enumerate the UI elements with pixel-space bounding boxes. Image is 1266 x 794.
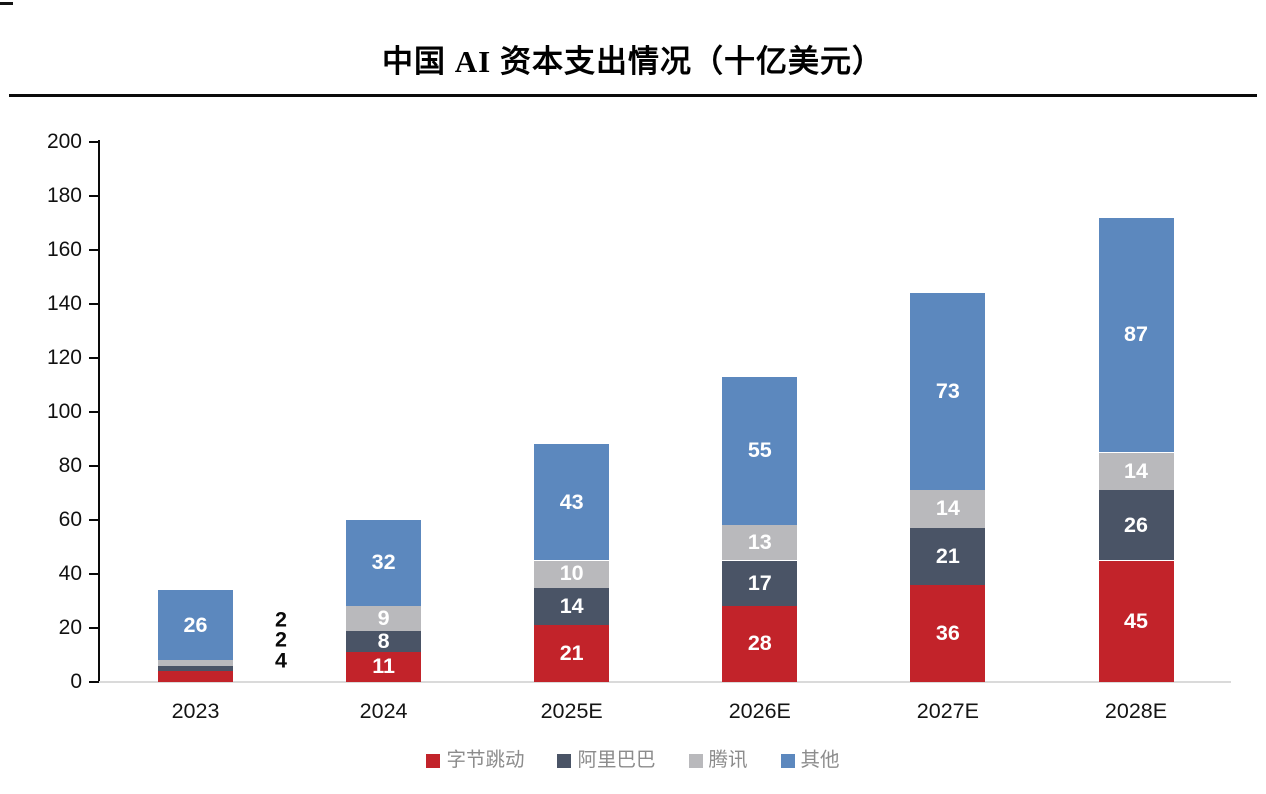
y-axis-tick	[89, 518, 98, 522]
segment-value-label: 21	[935, 543, 960, 568]
segment-value-label: 43	[559, 489, 584, 514]
bar-segment-字节跳动-2028E: 45	[1098, 560, 1174, 682]
legend-item-label: 其他	[800, 749, 840, 771]
bar-segment-字节跳动-2024: 11	[346, 652, 422, 682]
segment-value-label: 45	[1124, 608, 1148, 633]
bar-segment-腾讯-2023	[158, 660, 233, 666]
bar-segment-字节跳动-2025E: 21	[534, 625, 610, 682]
y-axis-tick	[89, 680, 98, 684]
segment-value-label: 26	[183, 612, 208, 637]
segment-value-label: 10	[559, 561, 584, 586]
x-axis-label-2025E: 2025E	[540, 699, 603, 723]
y-axis-tick	[89, 626, 98, 630]
bar-segment-阿里巴巴-2023	[158, 665, 233, 672]
bar-segment-阿里巴巴-2027E: 21	[910, 528, 986, 585]
bar-segment-腾讯-2026E: 13	[722, 525, 798, 561]
legend-item-label: 腾讯	[708, 749, 748, 771]
y-axis-tick	[89, 410, 98, 414]
y-axis-tick-label: 140	[46, 292, 82, 315]
y-axis-tick-label: 120	[46, 346, 82, 369]
x-axis-label-2026E: 2026E	[728, 699, 791, 723]
y-axis-tick	[89, 356, 98, 360]
y-axis-tick	[89, 464, 98, 468]
x-axis-label-2027E: 2027E	[916, 699, 979, 723]
bar-segment-字节跳动-2027E: 36	[910, 584, 986, 682]
y-axis-tick	[89, 194, 98, 198]
legend-item-其他: 其他	[780, 749, 840, 771]
bar-segment-腾讯-2024: 9	[346, 605, 422, 631]
bar-segment-其他-2026E: 55	[722, 376, 798, 526]
y-axis-tick-label: 0	[70, 670, 82, 693]
segment-value-label: 17	[747, 570, 772, 595]
segment-value-label: 55	[747, 438, 772, 463]
legend-swatch	[426, 753, 441, 768]
y-axis-tick-label: 100	[46, 400, 82, 423]
x-axis-label-2024: 2024	[359, 699, 408, 723]
top-left-mark	[0, 2, 13, 5]
bar-segment-其他-2024: 32	[346, 520, 422, 607]
legend-item-腾讯: 腾讯	[688, 749, 748, 771]
x-axis-baseline	[99, 681, 1231, 684]
bar-segment-字节跳动-2023	[158, 671, 233, 682]
bar-segment-腾讯-2028E: 14	[1098, 452, 1174, 491]
y-axis-tick	[89, 248, 98, 252]
segment-value-label: 9	[377, 605, 390, 630]
segment-value-label-outside: 2	[275, 627, 287, 652]
legend-swatch	[688, 753, 703, 768]
y-axis-tick-label: 60	[58, 508, 82, 531]
legend-item-label: 阿里巴巴	[577, 749, 656, 771]
bar-segment-其他-2023: 26	[158, 590, 233, 661]
segment-value-label: 14	[935, 496, 960, 521]
y-axis-tick-label: 20	[58, 616, 82, 639]
segment-value-label-outside: 2	[275, 606, 287, 631]
segment-value-label: 14	[1124, 458, 1148, 483]
x-axis-label-2023: 2023	[171, 699, 220, 723]
segment-value-label-outside: 4	[275, 647, 287, 672]
y-axis-tick-label: 180	[46, 184, 82, 207]
legend-swatch	[557, 753, 572, 768]
segment-value-label: 28	[747, 631, 772, 656]
y-axis-tick	[89, 572, 98, 576]
bar-segment-阿里巴巴-2025E: 14	[534, 587, 610, 626]
legend-item-字节跳动: 字节跳动	[426, 749, 525, 771]
legend: 字节跳动 阿里巴巴 腾讯 其他	[0, 749, 1266, 771]
segment-value-label: 73	[935, 378, 960, 403]
legend-swatch	[780, 753, 795, 768]
y-axis-tick	[89, 140, 98, 144]
y-axis-line	[98, 140, 101, 683]
bar-segment-腾讯-2025E: 10	[534, 560, 610, 588]
y-axis-tick-label: 200	[46, 130, 82, 153]
bar-segment-阿里巴巴-2024: 8	[346, 628, 422, 653]
segment-value-label: 36	[935, 620, 960, 645]
segment-value-label: 14	[559, 593, 584, 618]
legend-item-label: 字节跳动	[446, 749, 525, 771]
segment-value-label: 21	[559, 640, 584, 665]
title-divider	[9, 94, 1257, 97]
bar-segment-其他-2027E: 73	[910, 293, 986, 491]
segment-value-label: 11	[372, 654, 395, 679]
bar-segment-其他-2028E: 87	[1098, 217, 1174, 453]
y-axis-tick	[89, 302, 98, 306]
x-axis-label-2028E: 2028E	[1104, 699, 1168, 723]
bar-segment-阿里巴巴-2026E: 17	[722, 560, 798, 607]
y-axis-tick-label: 80	[58, 454, 82, 477]
segment-value-label: 32	[371, 550, 396, 575]
segment-value-label: 8	[377, 628, 390, 653]
chart-title: 中国 AI 资本支出情况（十亿美元）	[382, 44, 884, 79]
legend-item-阿里巴巴: 阿里巴巴	[557, 749, 656, 771]
segment-value-label: 13	[747, 530, 772, 555]
bar-segment-其他-2025E: 43	[534, 444, 610, 561]
bar-segment-腾讯-2027E: 14	[910, 490, 986, 529]
segment-value-label: 87	[1124, 322, 1148, 347]
y-axis-tick-label: 160	[46, 238, 82, 261]
y-axis-tick-label: 40	[58, 562, 82, 585]
bar-segment-字节跳动-2026E: 28	[722, 606, 798, 682]
bar-segment-阿里巴巴-2028E: 26	[1098, 490, 1174, 561]
segment-value-label: 26	[1124, 512, 1148, 537]
